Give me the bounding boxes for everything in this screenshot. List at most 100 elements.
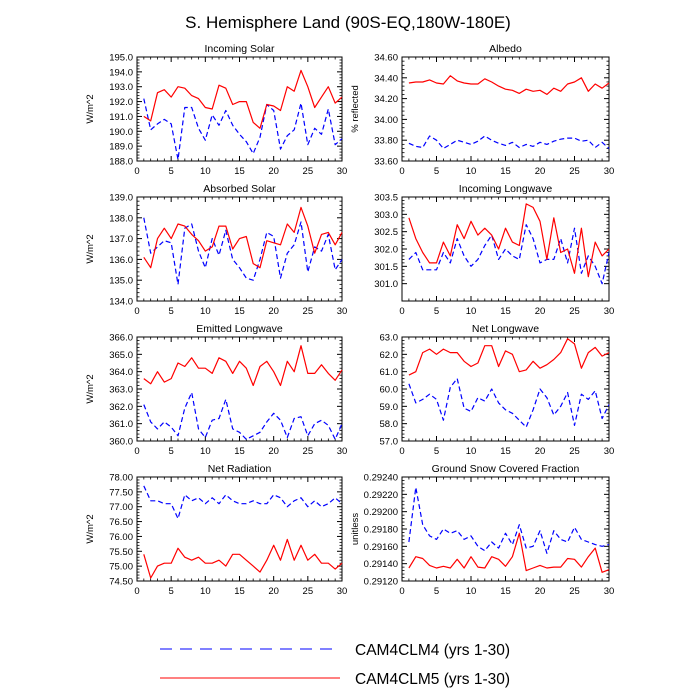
x-tick-label: 0 [134,586,139,597]
legend-label-cam4clm5: CAM4CLM5 (yrs 1-30) [355,671,510,688]
x-tick-label: 5 [434,586,439,597]
x-tick-label: 20 [535,306,546,317]
x-tick-label: 30 [604,166,615,177]
x-tick-label: 15 [234,446,245,457]
x-tick-label: 15 [234,166,245,177]
plot-frame [136,336,343,442]
y-tick-label: 77.50 [109,487,133,498]
panel-title: Incoming Longwave [459,183,553,195]
y-tick-label: 302.0 [374,245,398,256]
y-tick-label: 362.0 [109,402,133,413]
y-tick-label: 0.29220 [364,490,398,501]
series-line-cam4clm4 [408,135,610,150]
x-tick-label: 25 [303,306,314,317]
y-tick-label: 195.0 [109,53,133,64]
x-tick-label: 15 [500,446,511,457]
y-tick-label: 75.00 [109,562,133,573]
x-tick-label: 10 [200,586,211,597]
y-axis-label: % reflected [350,85,361,133]
series-line-cam4clm5 [143,345,343,387]
x-tick-label: 20 [535,166,546,177]
x-tick-label: 10 [466,166,477,177]
y-tick-label: 78.00 [109,473,133,484]
panel-absorbed-solar: Absorbed Solar 0 5 10 15 20 25 30 134.0 135.0 136.… [85,183,347,317]
y-tick-label: 0.29140 [364,559,398,570]
main-title: S. Hemisphere Land (90S-EQ,180W-180E) [185,13,511,32]
legend-label-cam4clm4: CAM4CLM4 (yrs 1-30) [355,642,510,659]
y-tick-label: 361.0 [109,419,133,430]
y-tick-label: 58.0 [380,419,399,430]
x-tick-label: 0 [134,166,139,177]
panel-title: Absorbed Solar [203,183,276,195]
panel-title: Ground Snow Covered Fraction [432,463,580,475]
y-axis-label: unitless [350,513,361,545]
series-line-cam4clm5 [408,532,610,573]
x-tick-label: 0 [399,306,404,317]
series-line-cam4clm5 [143,206,343,269]
x-tick-label: 10 [200,306,211,317]
x-tick-label: 30 [337,446,348,457]
x-tick-label: 0 [134,446,139,457]
y-tick-label: 366.0 [109,333,133,344]
y-tick-label: 76.00 [109,532,133,543]
y-axis-label: W/m^2 [85,94,96,123]
x-tick-label: 5 [169,166,174,177]
panel-emitted-longwave: Emitted Longwave 0 5 10 15 20 25 30 360.0 361.0 36… [85,323,347,457]
x-tick-label: 5 [169,446,174,457]
y-tick-label: 74.50 [109,577,133,588]
series-line-cam4clm5 [408,338,610,376]
panel-ground-snow-covered-fraction: Ground Snow Covered Fraction 0 5 10 15 20 25 30… [350,463,614,597]
series-line-cam4clm4 [143,98,343,161]
x-tick-label: 20 [535,446,546,457]
x-tick-label: 25 [569,306,580,317]
x-tick-label: 15 [500,306,511,317]
x-tick-label: 25 [569,166,580,177]
plot-frame [401,336,610,442]
x-tick-label: 20 [268,306,279,317]
y-tick-label: 138.0 [109,213,133,224]
y-tick-label: 0.29200 [364,507,398,518]
y-tick-label: 139.0 [109,193,133,204]
y-tick-label: 193.0 [109,82,133,93]
y-axis-label: W/m^2 [85,514,96,543]
series-line-cam4clm5 [143,538,343,579]
y-tick-label: 301.5 [374,262,398,273]
y-axis-label: W/m^2 [85,234,96,263]
x-tick-label: 20 [268,586,279,597]
series-line-cam4clm4 [143,217,343,285]
y-tick-label: 63.0 [380,333,399,344]
y-tick-label: 60.0 [380,385,399,396]
y-tick-label: 34.20 [374,94,398,105]
x-tick-label: 10 [466,586,477,597]
x-tick-label: 30 [604,586,615,597]
x-tick-label: 0 [134,306,139,317]
panels: Incoming Solar 0 5 10 15 20 25 30 188.0 189.0 190.… [85,43,614,597]
x-tick-label: 10 [466,446,477,457]
y-tick-label: 76.50 [109,517,133,528]
x-tick-label: 20 [535,586,546,597]
x-tick-label: 5 [434,166,439,177]
panel-net-longwave: Net Longwave 0 5 10 15 20 25 30 57.0 58.0 59.0 60.0… [380,323,615,457]
x-tick-label: 10 [200,166,211,177]
y-tick-label: 0.29240 [364,473,398,484]
y-tick-label: 75.50 [109,547,133,558]
panel-title: Incoming Solar [204,43,275,55]
y-tick-label: 137.0 [109,234,133,245]
y-tick-label: 364.0 [109,367,133,378]
series-line-cam4clm4 [408,486,610,554]
y-tick-label: 302.5 [374,227,398,238]
y-tick-label: 190.0 [109,127,133,138]
y-tick-label: 136.0 [109,255,133,266]
y-tick-label: 191.0 [109,112,133,123]
panel-title: Albedo [489,43,522,55]
x-tick-label: 20 [268,166,279,177]
series-line-cam4clm4 [143,485,343,520]
y-tick-label: 62.0 [380,350,399,361]
x-tick-label: 10 [466,306,477,317]
y-tick-label: 134.0 [109,297,133,308]
plot-frame [136,476,343,582]
panel-title: Net Radiation [208,463,272,475]
panel-incoming-longwave: Incoming Longwave 0 5 10 15 20 25 30 301.0 301.5 3… [374,183,614,317]
y-tick-label: 194.0 [109,67,133,78]
x-tick-label: 30 [604,306,615,317]
